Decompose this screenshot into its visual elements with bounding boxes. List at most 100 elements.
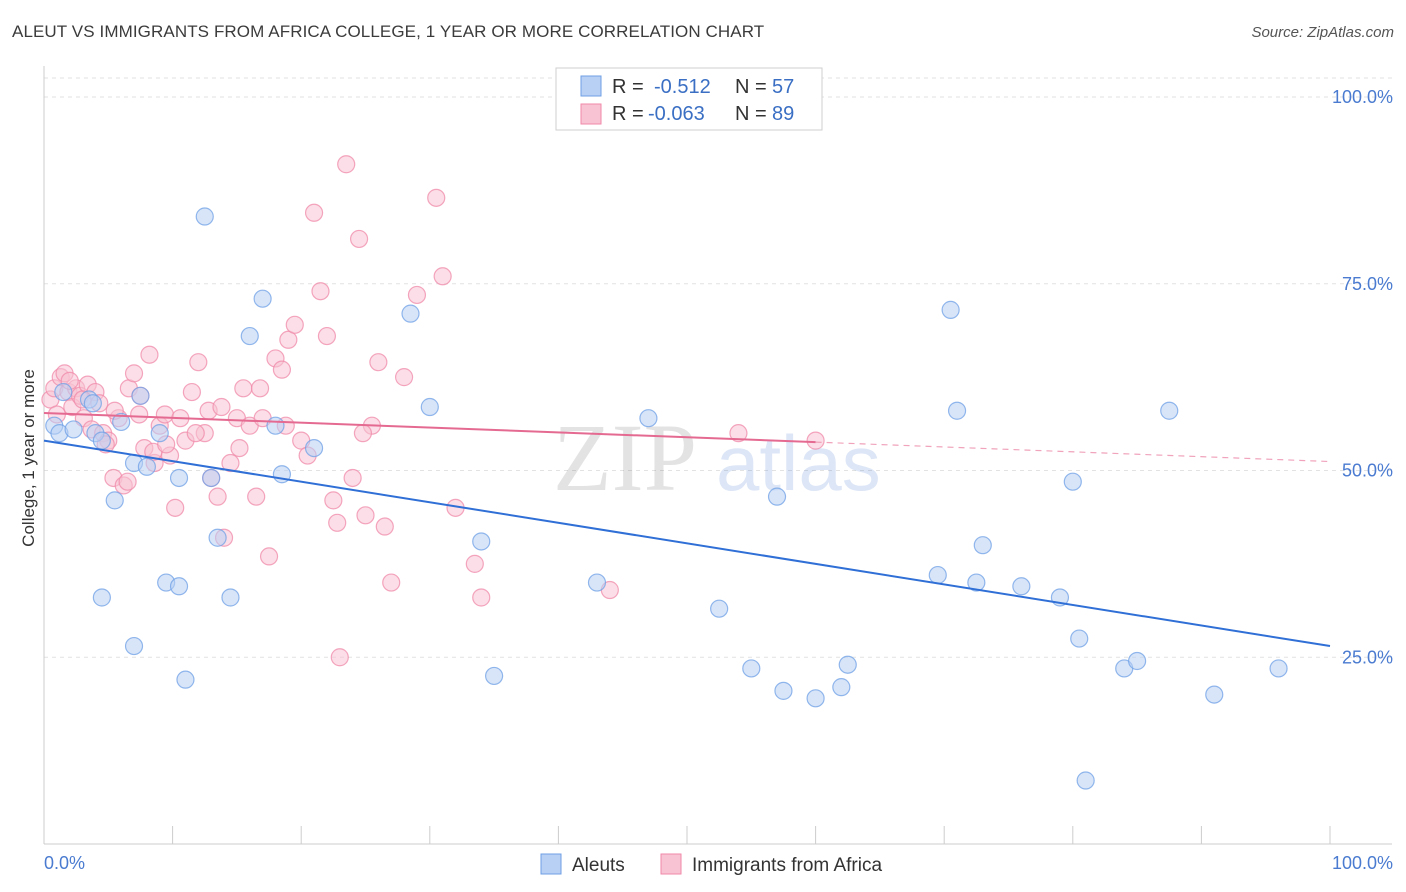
point-africa <box>285 315 304 334</box>
point-aleuts <box>941 300 960 319</box>
point-aleuts <box>83 394 102 413</box>
x-tick-label: 100.0% <box>1332 853 1393 873</box>
stats-n-value-1: 57 <box>772 76 794 98</box>
point-aleuts <box>1127 651 1147 671</box>
y-tick-label: 25.0% <box>1342 647 1393 667</box>
y-tick-label: 75.0% <box>1342 274 1393 294</box>
point-aleuts <box>710 599 729 618</box>
point-aleuts <box>485 666 504 686</box>
gridlines <box>44 77 1392 658</box>
point-aleuts <box>195 207 214 226</box>
point-africa <box>250 379 270 398</box>
point-aleuts <box>64 420 83 439</box>
source-label: Source: ZipAtlas.com <box>1251 24 1394 41</box>
point-aleuts <box>124 636 144 656</box>
y-axis-title: College, 1 year or more <box>19 369 38 547</box>
point-africa <box>369 353 388 372</box>
point-africa <box>279 330 298 349</box>
point-aleuts <box>1063 472 1082 491</box>
point-africa <box>433 267 452 286</box>
y-tick-label: 50.0% <box>1342 461 1393 481</box>
tick-labels: 25.0% 50.0% 75.0% 100.0% 0.0% 100.0% <box>44 87 1393 873</box>
y-tick-label: 100.0% <box>1332 87 1393 107</box>
point-aleuts <box>176 670 195 689</box>
point-africa <box>407 285 427 305</box>
point-aleuts <box>137 457 156 476</box>
point-africa <box>356 506 375 525</box>
legend-swatch-africa <box>660 853 682 875</box>
point-aleuts <box>304 438 324 458</box>
point-africa <box>186 424 205 443</box>
point-aleuts <box>1205 685 1224 704</box>
point-africa <box>166 498 185 517</box>
legend-label-africa: Immigrants from Africa <box>692 855 882 876</box>
stats-n-label-1: N = <box>735 76 767 98</box>
point-africa <box>189 353 208 372</box>
point-africa <box>212 397 231 417</box>
stats-n-value-2: 89 <box>772 103 794 125</box>
point-africa <box>349 229 369 249</box>
watermark-zip: ZIP <box>553 404 697 511</box>
stats-r-label-2: R = <box>612 103 644 125</box>
point-africa <box>330 648 349 667</box>
stats-r-label-1: R = <box>612 76 644 98</box>
watermark: ZIP atlas <box>553 404 881 511</box>
point-aleuts <box>240 326 259 346</box>
point-africa <box>259 547 279 566</box>
point-aleuts <box>1076 771 1095 790</box>
point-aleuts <box>742 659 761 678</box>
trend-line-africa-extension <box>815 441 1331 463</box>
point-africa <box>343 468 362 488</box>
point-aleuts <box>639 409 658 428</box>
point-africa <box>272 360 292 379</box>
points <box>41 155 1288 790</box>
point-aleuts <box>112 412 131 432</box>
point-africa <box>221 453 240 473</box>
point-africa <box>247 487 266 506</box>
legend-label-aleuts: Aleuts <box>572 855 625 876</box>
point-africa <box>472 588 491 607</box>
stats-r-value-2: -0.063 <box>648 103 705 125</box>
stats-n-label-2: N = <box>735 103 767 125</box>
x-tick-label: 0.0% <box>44 853 85 873</box>
point-africa <box>124 364 144 383</box>
point-aleuts <box>169 577 189 596</box>
point-africa <box>394 368 414 387</box>
point-aleuts <box>973 536 992 555</box>
point-aleuts <box>150 424 169 443</box>
point-aleuts <box>967 573 986 592</box>
stats-box: R = -0.512 N = 57 R = -0.063 N = 89 <box>555 67 823 131</box>
point-africa <box>729 424 748 443</box>
point-africa <box>324 491 343 510</box>
point-aleuts <box>92 431 111 450</box>
point-aleuts <box>947 401 967 420</box>
point-aleuts <box>131 386 150 405</box>
point-aleuts <box>767 487 787 506</box>
point-africa <box>375 517 394 536</box>
point-africa <box>118 472 137 491</box>
point-aleuts <box>587 573 607 592</box>
point-aleuts <box>832 678 851 697</box>
point-africa <box>353 424 373 443</box>
legend: Aleuts Immigrants from Africa <box>540 853 882 876</box>
point-aleuts <box>774 681 793 700</box>
point-aleuts <box>928 565 947 585</box>
point-africa <box>234 379 253 398</box>
point-aleuts <box>105 491 124 510</box>
point-africa <box>337 155 356 174</box>
stats-r-value-1: -0.512 <box>654 76 711 98</box>
point-africa <box>140 345 159 364</box>
stats-swatch-africa <box>580 103 602 125</box>
point-africa <box>182 382 201 402</box>
point-aleuts <box>92 588 111 607</box>
point-aleuts <box>1070 629 1089 648</box>
point-aleuts <box>208 528 227 547</box>
point-aleuts <box>401 304 420 323</box>
point-africa <box>155 405 174 424</box>
point-aleuts <box>54 382 73 402</box>
point-aleuts <box>202 468 221 488</box>
chart-title: ALEUT VS IMMIGRANTS FROM AFRICA COLLEGE,… <box>12 22 765 41</box>
point-aleuts <box>1012 577 1031 596</box>
point-africa <box>208 487 227 506</box>
